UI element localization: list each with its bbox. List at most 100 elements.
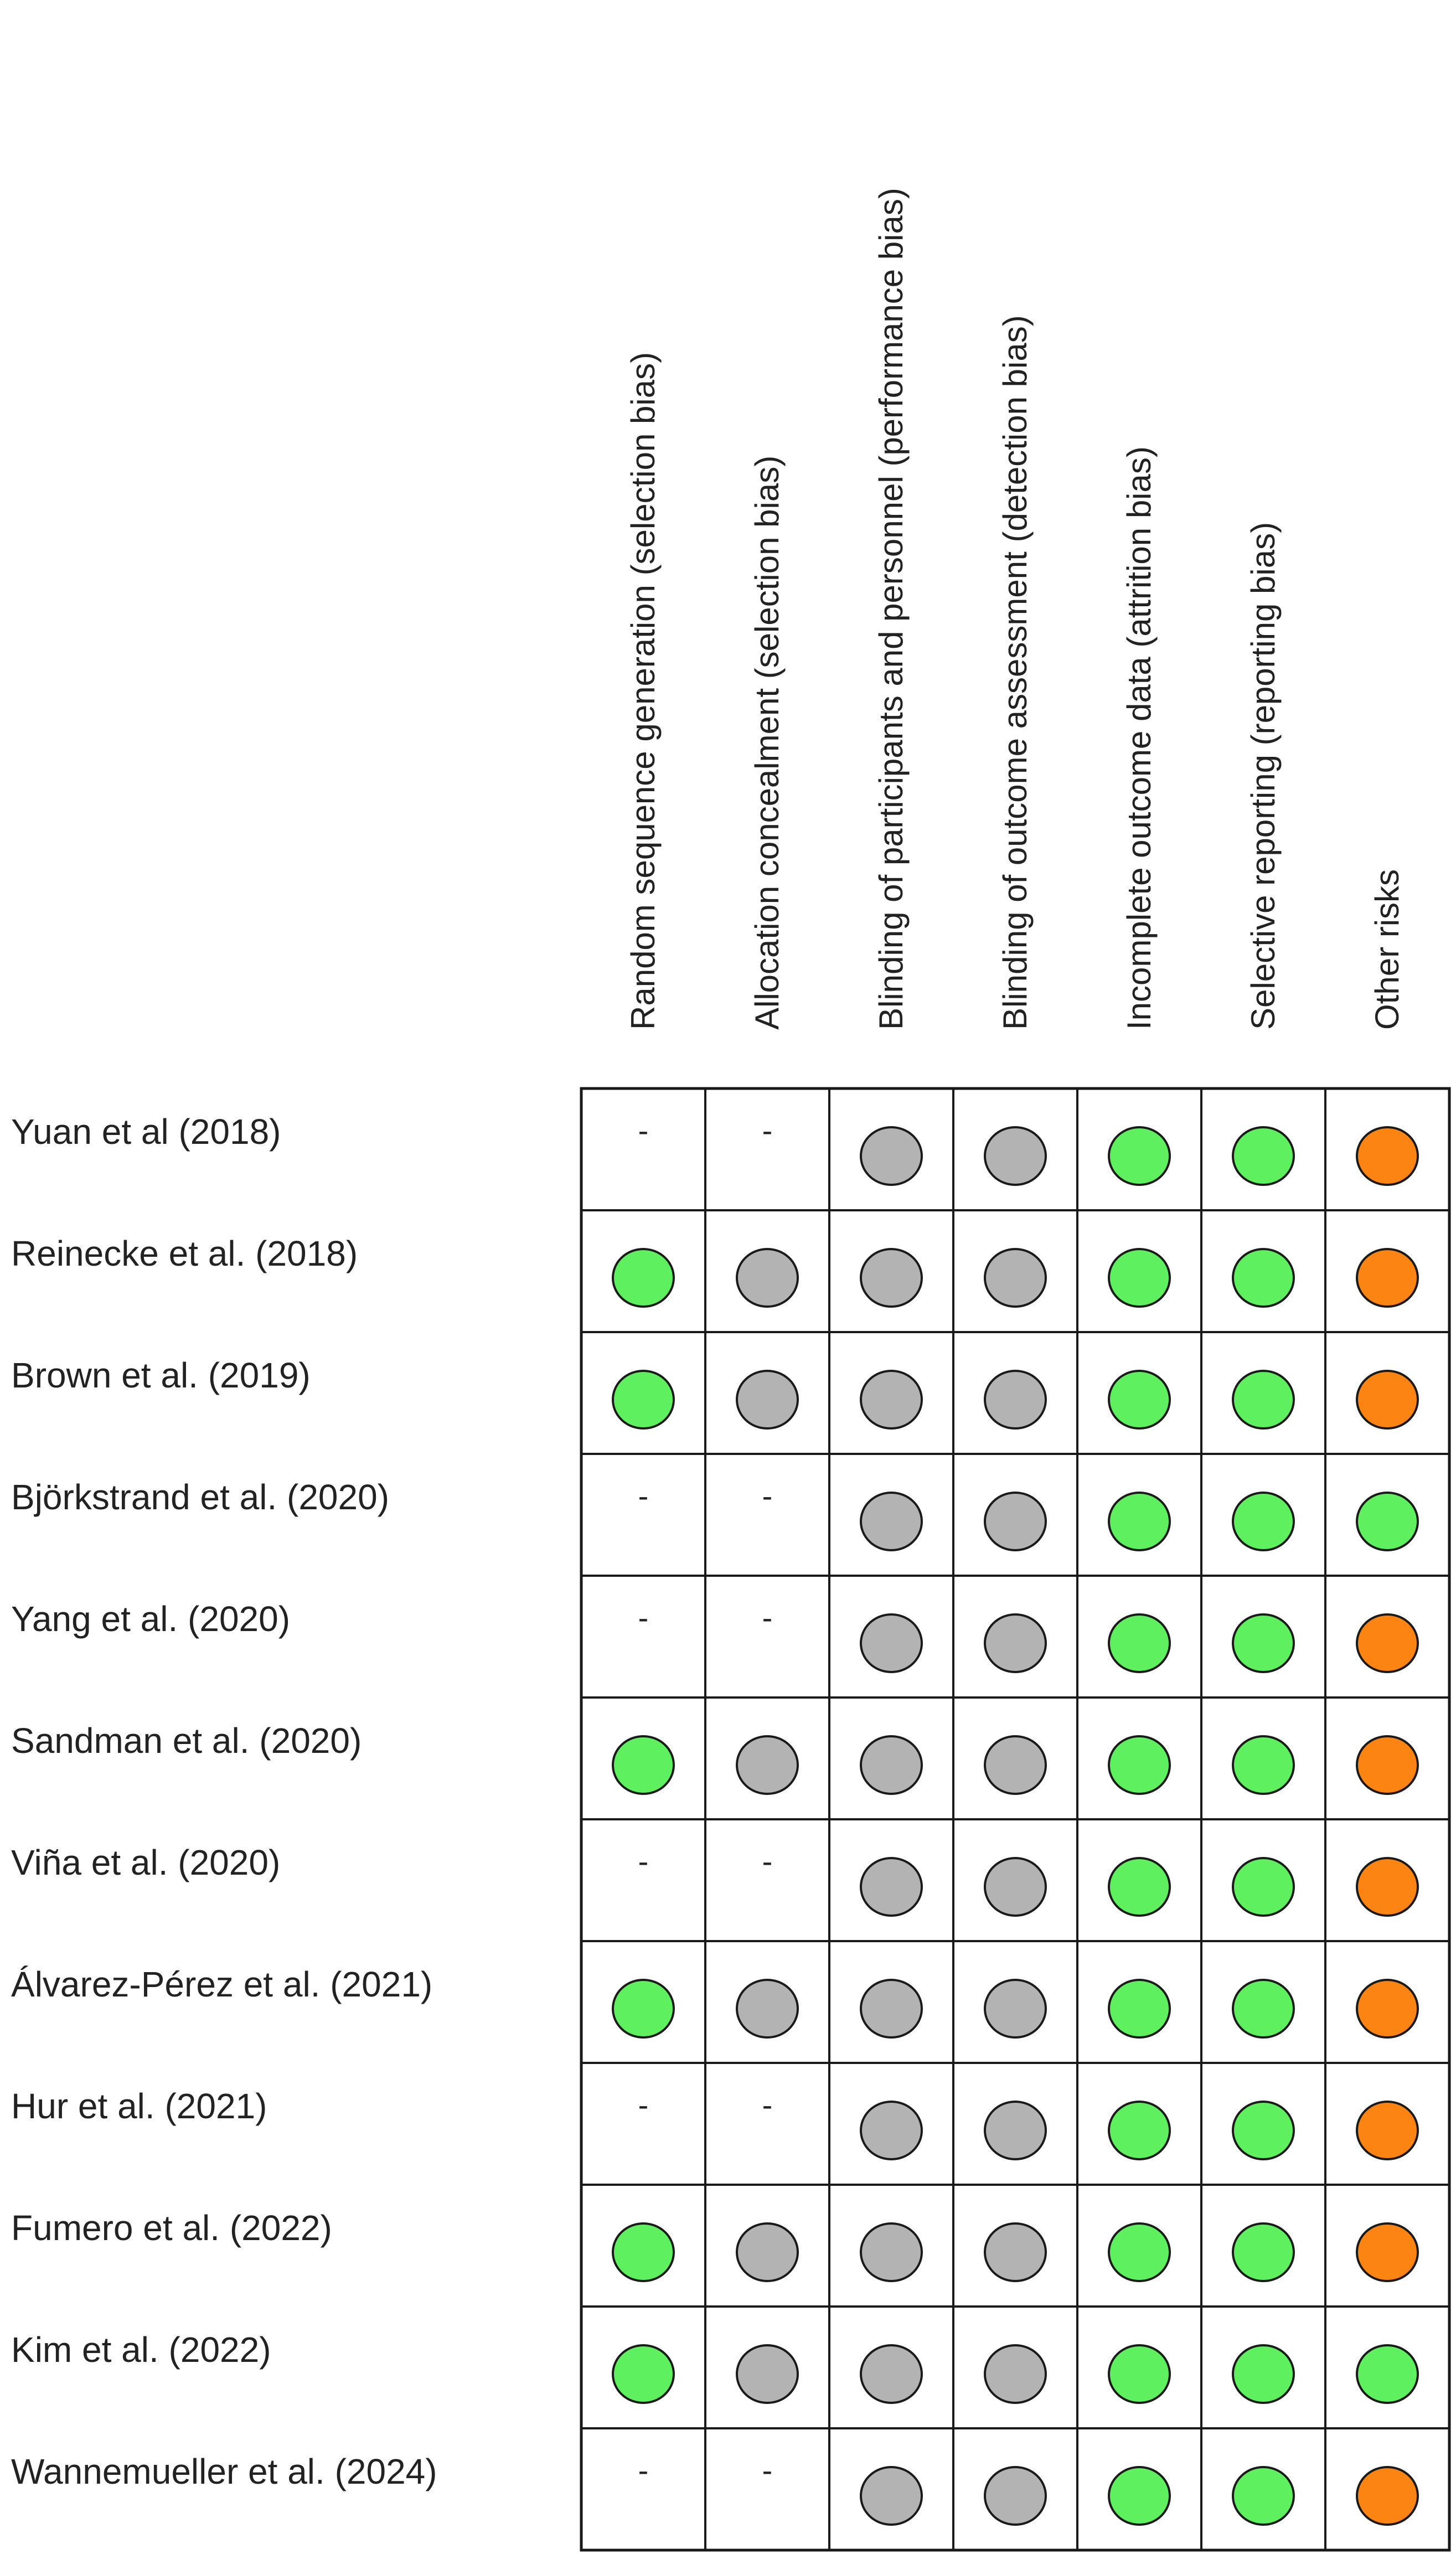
low-risk-dot (612, 1248, 675, 1308)
unclear-risk-dot (984, 1492, 1047, 1551)
unclear-risk-dot (984, 1248, 1047, 1308)
low-risk-dot (1232, 2344, 1295, 2404)
high-risk-dot (1356, 2466, 1419, 2526)
low-risk-dot (612, 2222, 675, 2282)
high-risk-dot (1356, 2101, 1419, 2160)
not-assessed-dash: - (638, 1844, 649, 1879)
not-assessed-dash: - (762, 1844, 773, 1879)
low-risk-dot (1232, 1613, 1295, 1673)
unclear-risk-dot (736, 1979, 799, 2039)
low-risk-dot (1232, 1735, 1295, 1795)
column-header-3: Blinding of participants and personnel (… (872, 188, 910, 1030)
low-risk-dot (1232, 1248, 1295, 1308)
not-assessed-dash: - (638, 2087, 649, 2122)
study-labels: Yuan et al (2018) Reinecke et al. (2018) B… (11, 1112, 437, 2491)
low-risk-dot (1232, 1370, 1295, 1430)
column-header-4: Blinding of outcome assessment (detectio… (997, 315, 1034, 1030)
low-risk-dot (1108, 2344, 1171, 2404)
not-assessed-dash: - (638, 1600, 649, 1635)
not-assessed-dash: - (762, 1478, 773, 1513)
study-label: Brown et al. (2019) (11, 1355, 311, 1395)
low-risk-dot (1108, 1979, 1171, 2039)
low-risk-dot (1108, 1613, 1171, 1673)
unclear-risk-dot (736, 1735, 799, 1795)
low-risk-dot (1232, 2466, 1295, 2526)
low-risk-dot (1108, 2101, 1171, 2160)
low-risk-dot (1356, 2344, 1419, 2404)
high-risk-dot (1356, 1735, 1419, 1795)
unclear-risk-dot (984, 1735, 1047, 1795)
unclear-risk-dot (984, 1857, 1047, 1917)
high-risk-dot (1356, 1126, 1419, 1186)
low-risk-dot (612, 1979, 675, 2039)
low-risk-dot (1356, 1492, 1419, 1551)
column-header-1: Random sequence generation (selection bi… (624, 352, 662, 1030)
low-risk-dot (612, 2344, 675, 2404)
unclear-risk-dot (860, 2344, 923, 2404)
not-assessed-dash: - (762, 2087, 773, 2122)
not-assessed-dash: - (762, 1113, 773, 1148)
not-assessed-dash: - (762, 1600, 773, 1635)
unclear-risk-dot (984, 2222, 1047, 2282)
column-header-5: Incomplete outcome data (attrition bias) (1121, 446, 1158, 1030)
unclear-risk-dot (860, 1370, 923, 1430)
study-label: Wannemueller et al. (2024) (11, 2452, 437, 2491)
unclear-risk-dot (984, 1370, 1047, 1430)
high-risk-dot (1356, 1613, 1419, 1673)
unclear-risk-dot (736, 2344, 799, 2404)
low-risk-dot (1108, 1126, 1171, 1186)
high-risk-dot (1356, 2222, 1419, 2282)
low-risk-dot (1232, 2101, 1295, 2160)
unclear-risk-dot (984, 1979, 1047, 2039)
unclear-risk-dot (860, 1979, 923, 2039)
unclear-risk-dot (860, 1613, 923, 1673)
low-risk-dot (612, 1370, 675, 1430)
study-label: Kim et al. (2022) (11, 2330, 271, 2370)
high-risk-dot (1356, 1370, 1419, 1430)
low-risk-dot (1232, 1492, 1295, 1551)
unclear-risk-dot (984, 1613, 1047, 1673)
column-header-6: Selective reporting (reporting bias) (1245, 522, 1282, 1030)
low-risk-dot (1232, 2222, 1295, 2282)
unclear-risk-dot (736, 1370, 799, 1430)
study-label: Yuan et al (2018) (11, 1112, 281, 1152)
column-header-7: Other risks (1369, 869, 1406, 1030)
low-risk-dot (1108, 1735, 1171, 1795)
study-label: Fumero et al. (2022) (11, 2208, 332, 2248)
unclear-risk-dot (860, 1857, 923, 1917)
not-assessed-dash: - (638, 1478, 649, 1513)
low-risk-dot (1108, 1857, 1171, 1917)
low-risk-dot (1108, 2466, 1171, 2526)
low-risk-dot (1108, 1492, 1171, 1551)
low-risk-dot (1232, 1126, 1295, 1186)
low-risk-dot (1108, 1370, 1171, 1430)
unclear-risk-dot (860, 2101, 923, 2160)
low-risk-dot (612, 1735, 675, 1795)
study-label: Björkstrand et al. (2020) (11, 1477, 389, 1517)
low-risk-dot (1108, 1248, 1171, 1308)
unclear-risk-dot (736, 1248, 799, 1308)
study-label: Álvarez-Pérez et al. (2021) (11, 1964, 432, 2004)
unclear-risk-dot (860, 2222, 923, 2282)
not-assessed-dash: - (638, 1113, 649, 1148)
high-risk-dot (1356, 1857, 1419, 1917)
unclear-risk-dot (860, 1248, 923, 1308)
high-risk-dot (1356, 1248, 1419, 1308)
not-assessed-dash: - (762, 2453, 773, 2488)
rating-grid: - - - - - - - - - - - - (580, 1087, 1451, 2552)
unclear-risk-dot (860, 1492, 923, 1551)
study-label: Viña et al. (2020) (11, 1843, 280, 1882)
study-label: Sandman et al. (2020) (11, 1721, 362, 1761)
unclear-risk-dot (984, 1126, 1047, 1186)
column-header-2: Allocation concealment (selection bias) (748, 456, 786, 1030)
study-label: Hur et al. (2021) (11, 2086, 267, 2126)
unclear-risk-dot (984, 2101, 1047, 2160)
unclear-risk-dot (860, 1735, 923, 1795)
unclear-risk-dot (860, 2466, 923, 2526)
study-label: Reinecke et al. (2018) (11, 1234, 358, 1273)
not-assessed-dash: - (638, 2453, 649, 2488)
unclear-risk-dot (984, 2344, 1047, 2404)
low-risk-dot (1108, 2222, 1171, 2282)
column-headers: Random sequence generation (selection bi… (624, 188, 1406, 1030)
